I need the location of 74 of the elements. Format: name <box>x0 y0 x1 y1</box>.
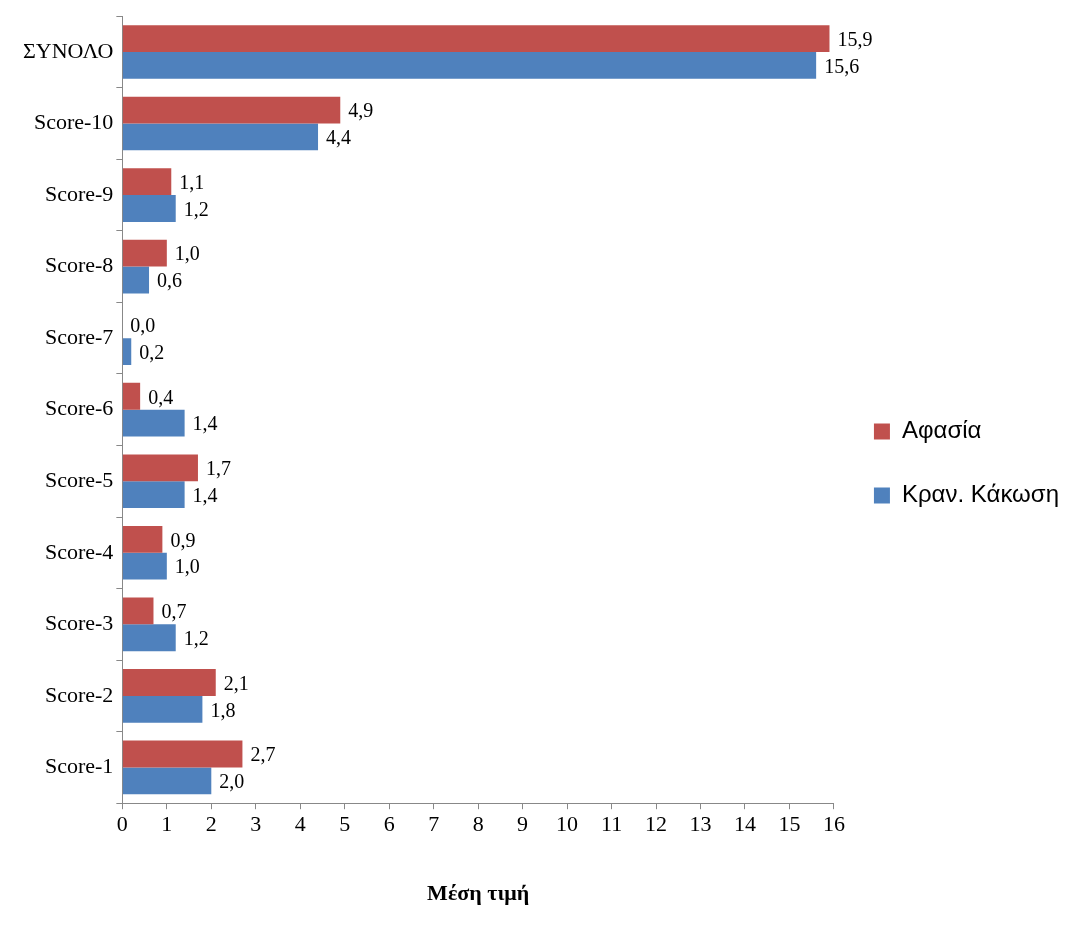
data-label: 1,1 <box>179 170 205 193</box>
bar <box>122 382 141 410</box>
y-tick-label: Score-8 <box>44 252 114 278</box>
y-tick-label: Score-3 <box>44 610 114 636</box>
legend-label: Αφασία <box>901 416 982 444</box>
data-label: 1,2 <box>183 197 209 220</box>
bar <box>122 266 150 294</box>
x-tick-label: 5 <box>339 811 351 837</box>
x-tick-label: 4 <box>294 811 306 837</box>
x-tick-label: 1 <box>161 811 173 837</box>
bar <box>122 123 319 151</box>
x-tick-label: 15 <box>778 811 801 837</box>
data-label: 0,6 <box>157 269 183 292</box>
bar <box>122 525 163 553</box>
data-label: 2,7 <box>250 743 276 766</box>
bar <box>122 239 167 267</box>
x-tick-label: 3 <box>250 811 262 837</box>
bar <box>122 338 132 365</box>
x-tick-label: 7 <box>428 811 440 837</box>
bar <box>122 695 203 723</box>
data-label: 1,0 <box>174 555 200 578</box>
bar <box>122 669 216 696</box>
data-label: 2,0 <box>219 770 245 793</box>
x-tick-label: 12 <box>645 811 668 837</box>
x-axis-title: Μέση τιμή <box>427 880 530 906</box>
x-tick-label: 0 <box>116 811 128 837</box>
y-tick-label: Score-7 <box>44 323 114 349</box>
bar <box>122 597 154 625</box>
legend-label: Κραν. Κάκωση <box>901 480 1060 508</box>
x-tick-label: 13 <box>689 811 712 837</box>
data-label: 1,2 <box>183 627 209 649</box>
x-tick-label: 6 <box>383 811 395 837</box>
y-tick-label: Score-5 <box>44 467 114 493</box>
data-label: 0,7 <box>161 600 187 623</box>
data-label: 15,9 <box>837 27 873 50</box>
x-tick-label: 9 <box>517 811 529 837</box>
bar <box>122 195 176 222</box>
bar <box>122 740 243 768</box>
data-label: 0,0 <box>130 313 156 336</box>
x-tick-label: 8 <box>472 811 484 837</box>
data-label: 1,8 <box>210 698 236 721</box>
bar <box>122 51 817 79</box>
y-tick-label: Score-1 <box>44 753 114 779</box>
data-label: 4,9 <box>348 99 374 122</box>
data-label: 0,2 <box>139 340 165 363</box>
bar <box>122 168 172 196</box>
data-label: 4,4 <box>326 126 352 149</box>
bar <box>122 25 830 52</box>
bar <box>122 552 167 580</box>
x-tick-label: 10 <box>556 811 579 837</box>
data-label: 1,4 <box>192 412 218 435</box>
data-label: 1,7 <box>205 457 231 480</box>
data-label: 15,6 <box>824 54 860 77</box>
bar <box>122 409 185 437</box>
y-tick-label: Score-6 <box>44 395 114 421</box>
bar <box>122 481 185 509</box>
x-tick-label: 14 <box>733 811 756 837</box>
bar <box>122 767 212 795</box>
y-tick-label: Score-10 <box>33 109 114 135</box>
data-label: 1,0 <box>174 242 200 265</box>
x-tick-label: 2 <box>205 811 217 837</box>
x-tick-label: 16 <box>822 811 845 837</box>
bar <box>122 624 176 652</box>
data-label: 1,4 <box>192 483 218 506</box>
bar <box>122 96 341 124</box>
data-label: 2,1 <box>223 671 249 694</box>
y-tick-label: Score-9 <box>44 180 114 206</box>
data-label: 0,4 <box>148 385 174 408</box>
bar <box>122 454 198 482</box>
data-label: 0,9 <box>170 528 196 551</box>
y-tick-label: Score-2 <box>44 681 114 707</box>
x-tick-label: 11 <box>600 811 623 837</box>
y-tick-label: Score-4 <box>44 538 114 564</box>
y-tick-label: ΣΥΝΟΛΟ <box>22 37 114 63</box>
